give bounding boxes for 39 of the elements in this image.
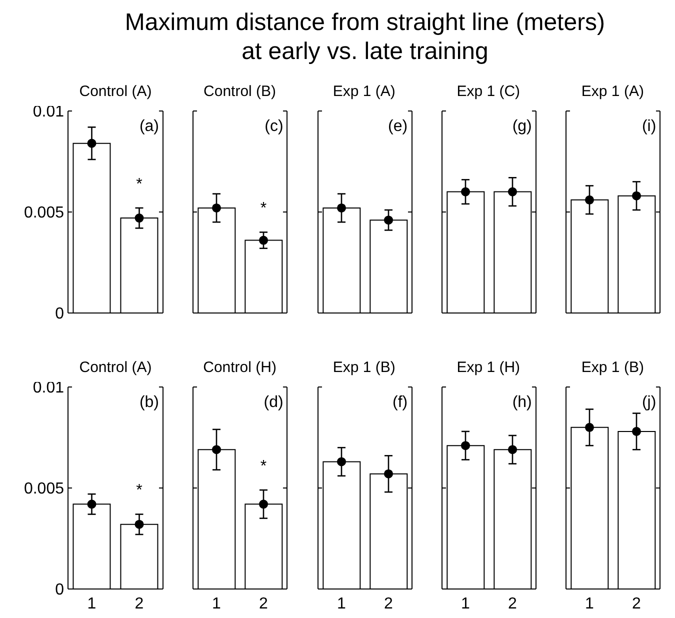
chart-subtitle: Exp 1 (H) (456, 359, 522, 378)
chart-subtitle: Control (A) (79, 83, 152, 100)
chart-subtitle: Control (H) (202, 359, 278, 378)
annotation: (j) (640, 394, 656, 412)
y-tick-label: 0.005 (24, 204, 64, 222)
annotation: (e) (387, 118, 408, 136)
x-tick-label: 1 (585, 595, 594, 612)
chart-subtitle: Exp 1 (B) (580, 359, 645, 378)
x-tick-label: 1 (212, 595, 222, 612)
chart-subtitle: Control (A) (79, 359, 152, 376)
x-tick-label: 2 (632, 595, 642, 612)
annotation: (a) (138, 118, 159, 136)
annotation: (b) (138, 394, 159, 412)
annotation: (i) (640, 118, 656, 136)
x-tick-label: 1 (336, 595, 346, 612)
chart-subtitle: Control (B) (202, 83, 278, 102)
chart-subtitle: Exp 1 (C) (456, 83, 522, 102)
x-tick-label: 1 (460, 595, 470, 612)
annotation: (f) (391, 394, 408, 412)
x-tick-label: 2 (384, 595, 393, 612)
annotation: (h) (511, 394, 532, 412)
x-tick-label: 2 (508, 595, 517, 612)
annotation: (c) (264, 118, 284, 136)
annotation: (g) (511, 118, 532, 136)
x-tick-label: 2 (134, 595, 144, 612)
x-tick-label: 2 (259, 595, 268, 612)
annotation: * (259, 458, 268, 476)
y-tick-label: 0.005 (24, 480, 64, 498)
y-tick-label: 0 (55, 306, 64, 323)
annotation: * (135, 176, 144, 194)
chart-subtitle: Exp 1 (A) (580, 83, 645, 102)
text: Maximum distance from straight line (meters) at early vs. late training (124, 8, 606, 66)
annotation: * (259, 200, 268, 218)
chart-subtitle: Exp 1 (A) (332, 83, 396, 102)
annotation: * (135, 482, 144, 500)
x-tick-label: 1 (87, 595, 96, 612)
chart-subtitle: Exp 1 (B) (332, 359, 396, 378)
y-tick-label: 0 (55, 582, 64, 599)
annotation: (d) (262, 394, 284, 412)
